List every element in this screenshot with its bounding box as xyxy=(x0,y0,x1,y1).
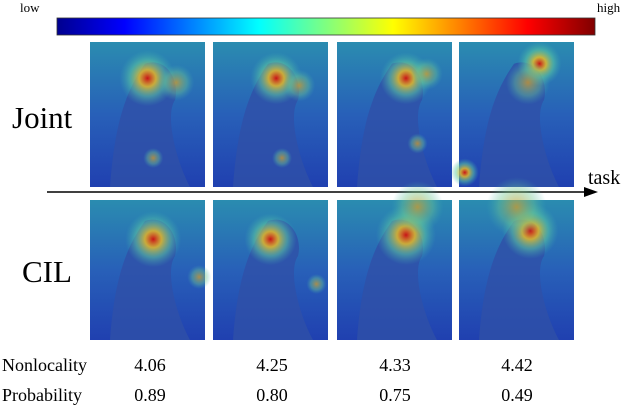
attention-spot xyxy=(244,213,297,266)
table: Nonlocality 4.06 4.25 4.33 4.42 Probability 0.… xyxy=(2,355,533,405)
attention-spot xyxy=(143,148,164,168)
cell: 4.42 xyxy=(501,355,533,375)
attention-spot xyxy=(486,177,547,237)
attention-spot xyxy=(158,64,195,101)
attention-spot xyxy=(506,60,550,105)
cell: 0.89 xyxy=(134,385,166,405)
attention-spot xyxy=(125,211,182,268)
colorbar-high: high xyxy=(597,0,621,15)
colorbar xyxy=(56,17,596,36)
attention-spot xyxy=(450,158,479,187)
row-label: CIL xyxy=(22,254,72,289)
cell: 0.49 xyxy=(501,385,533,405)
attention-spot xyxy=(407,133,428,154)
colorbar-low: low xyxy=(20,0,40,15)
cell: 4.25 xyxy=(256,355,288,375)
cell: 0.80 xyxy=(256,385,288,405)
row-label: Joint xyxy=(12,100,73,135)
attention-spot xyxy=(391,181,444,233)
attention-spot xyxy=(410,57,443,90)
cell: 4.33 xyxy=(379,355,411,375)
attention-spot xyxy=(283,69,316,102)
task-label: task xyxy=(588,167,620,189)
attention-spot xyxy=(272,148,292,168)
attention-spot xyxy=(306,274,327,294)
cell: 0.75 xyxy=(379,385,411,405)
attention-spot xyxy=(187,265,212,289)
heatmaps xyxy=(90,41,574,340)
row-name: Nonlocality xyxy=(2,355,87,375)
cell: 4.06 xyxy=(134,355,166,375)
arrow-head xyxy=(584,187,598,197)
row-name: Probability xyxy=(2,385,82,405)
